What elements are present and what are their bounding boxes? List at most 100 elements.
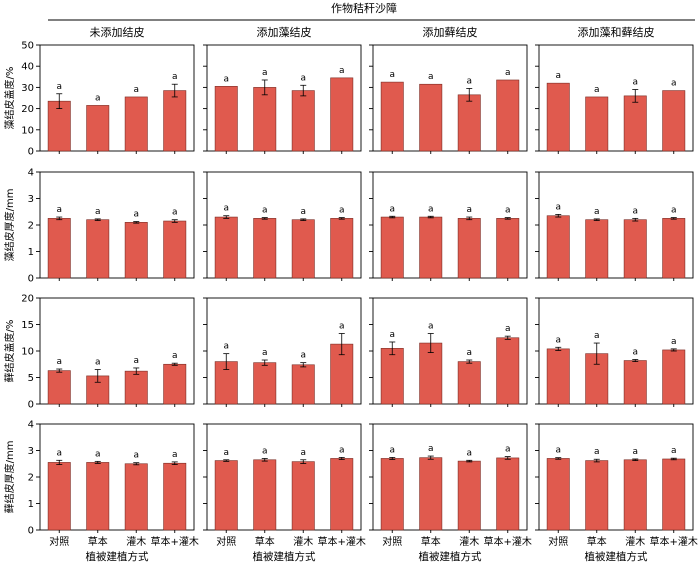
significance-label: a (505, 68, 511, 78)
bar (623, 95, 647, 152)
significance-label: a (56, 448, 62, 458)
subplot-panel: 添加藻结皮 a a a a (203, 25, 362, 154)
bar (662, 349, 686, 405)
significance-label: a (466, 448, 472, 458)
significance-label: a (56, 82, 62, 92)
bar (419, 457, 443, 531)
x-axis-title: 植被建植方式 (253, 550, 316, 563)
y-axis-label: 藓结皮盖度/% (3, 320, 16, 383)
significance-label: a (428, 322, 434, 332)
panel-frame (538, 44, 694, 152)
significance-label: a (671, 79, 677, 89)
bar (124, 463, 148, 531)
panel-grid: 藻结皮盖度/%未添加结皮01020304050aaaa添加藻结皮aaaa添加藓结… (3, 25, 698, 563)
significance-label: a (95, 93, 101, 103)
significance-label: a (262, 446, 268, 456)
x-axis-title: 植被建植方式 (585, 550, 648, 563)
significance-label: a (300, 73, 306, 83)
significance-label: a (133, 451, 139, 461)
significance-label: a (632, 206, 638, 216)
significance-label: a (223, 74, 229, 84)
bar (163, 462, 187, 531)
bar (47, 218, 71, 279)
bar (124, 370, 148, 405)
x-tick-label: 草本 (255, 535, 275, 548)
bar (662, 90, 686, 152)
y-tick-label: 0 (28, 274, 34, 285)
significance-label: a (389, 204, 395, 214)
bar (253, 87, 277, 152)
bar (253, 218, 277, 279)
x-axis-title: 植被建植方式 (419, 550, 482, 563)
significance-label: a (172, 72, 178, 82)
bar (291, 90, 315, 152)
significance-label: a (95, 358, 101, 368)
bar (623, 360, 647, 405)
y-axis-label: 藓结皮厚度/mm (3, 441, 16, 514)
bar (546, 458, 570, 531)
significance-label: a (466, 76, 472, 86)
subplot-panel: 0 5 10 15 20 a a a a (21, 294, 195, 411)
y-tick-label: 2 (28, 473, 34, 484)
y-tick-label: 15 (21, 320, 34, 331)
bar (662, 458, 686, 531)
bar (496, 337, 520, 405)
bar (419, 216, 443, 279)
bar (380, 458, 404, 531)
y-tick-label: 2 (28, 221, 34, 232)
bar (496, 79, 520, 152)
x-axis-title: 植被建植方式 (86, 550, 149, 563)
bar (214, 86, 238, 152)
y-tick-label: 0 (28, 400, 34, 411)
significance-label: a (300, 351, 306, 361)
x-tick-label: 草本 (88, 535, 108, 548)
bar (380, 348, 404, 405)
significance-label: a (223, 204, 229, 214)
bar (291, 364, 315, 405)
y-tick-label: 4 (28, 420, 34, 431)
column-header: 添加藻和藓结皮 (578, 25, 655, 39)
significance-label: a (594, 85, 600, 95)
significance-label: a (95, 207, 101, 217)
significance-label: a (389, 330, 395, 340)
bar (214, 460, 238, 531)
significance-label: a (300, 448, 306, 458)
bar (330, 77, 354, 152)
bar (214, 216, 238, 279)
significance-label: a (594, 207, 600, 217)
significance-label: a (555, 202, 561, 212)
bar (457, 460, 481, 531)
x-tick-label: 灌木 (459, 536, 479, 548)
significance-label: a (95, 449, 101, 459)
y-axis-label: 藻结皮盖度/% (3, 67, 16, 130)
bar (47, 462, 71, 531)
bar (124, 222, 148, 279)
bar (86, 462, 110, 531)
significance-label: a (339, 445, 345, 455)
y-tick-label: 30 (21, 83, 34, 94)
column-header: 未添加结皮 (90, 25, 145, 39)
significance-label: a (133, 210, 139, 220)
bar (86, 219, 110, 279)
significance-label: a (594, 447, 600, 457)
bar (585, 96, 609, 152)
significance-label: a (594, 331, 600, 341)
column-header: 添加藻结皮 (257, 25, 312, 39)
x-tick-label: 对照 (382, 535, 402, 548)
y-axis-label: 藻结皮厚度/mm (3, 189, 16, 262)
y-tick-label: 4 (28, 168, 34, 179)
bar (163, 220, 187, 279)
bar (457, 361, 481, 405)
subplot-panel: 未添加结皮 0 10 20 30 40 50 a a a a (21, 25, 195, 158)
significance-label: a (133, 356, 139, 366)
significance-label: a (339, 322, 345, 332)
significance-label: a (632, 347, 638, 357)
significance-label: a (172, 351, 178, 361)
x-tick-label: 对照 (216, 535, 236, 548)
significance-label: a (339, 206, 345, 216)
